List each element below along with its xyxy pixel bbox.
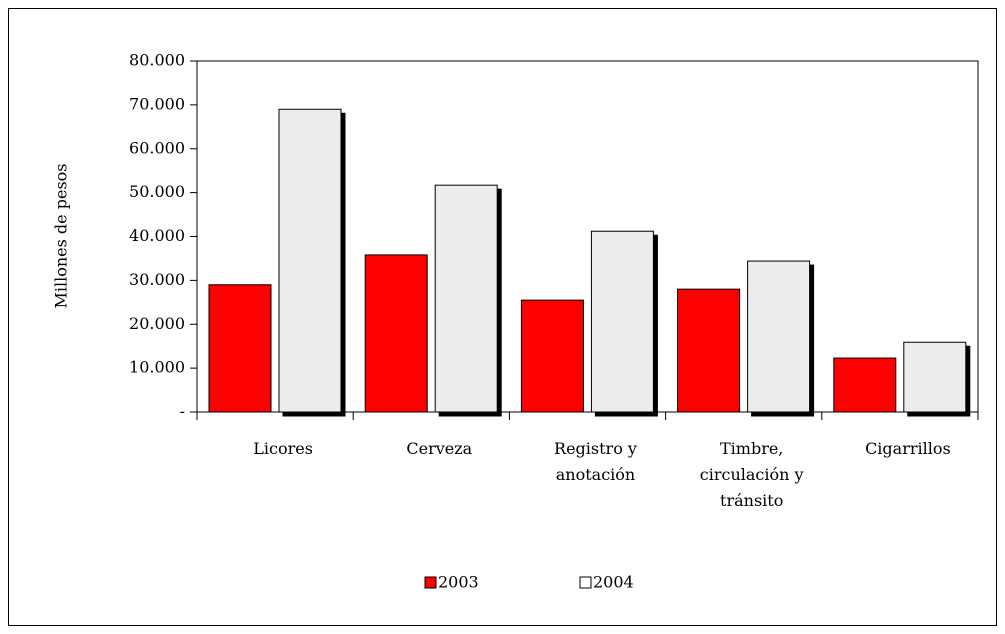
legend-label: 2003 [438, 573, 479, 592]
y-tick-label: 50.000 [129, 182, 185, 201]
legend-swatch [579, 576, 592, 589]
y-axis-label: Millones de pesos [52, 164, 71, 309]
y-tick-label: 70.000 [129, 94, 185, 113]
y-tick-label: 80.000 [129, 51, 185, 70]
y-tick-label: 40.000 [129, 226, 185, 245]
x-tick-label: Cigarrillos [865, 439, 951, 458]
y-tick-label: 10.000 [129, 358, 185, 377]
x-tick-label: Licores [253, 439, 313, 458]
legend-label: 2004 [593, 573, 634, 592]
y-tick-label: 60.000 [129, 138, 185, 157]
x-tick-label: Cerveza [406, 439, 473, 458]
bar [903, 341, 967, 413]
legend-swatch [424, 576, 437, 589]
bar [364, 254, 428, 413]
bar [747, 260, 811, 413]
bar [833, 357, 897, 413]
bar [434, 184, 498, 413]
y-tick-label: 30.000 [129, 270, 185, 289]
bar [677, 288, 741, 413]
x-tick-label: Timbre, circulación y tránsito [699, 439, 804, 510]
y-tick-label: - [180, 402, 185, 421]
bar [208, 284, 272, 413]
bar [278, 108, 342, 413]
bar [520, 299, 584, 413]
bar [590, 230, 654, 413]
x-tick-label: Registro y anotación [554, 439, 637, 484]
chart-border [8, 8, 997, 626]
y-tick-label: 20.000 [129, 314, 185, 333]
